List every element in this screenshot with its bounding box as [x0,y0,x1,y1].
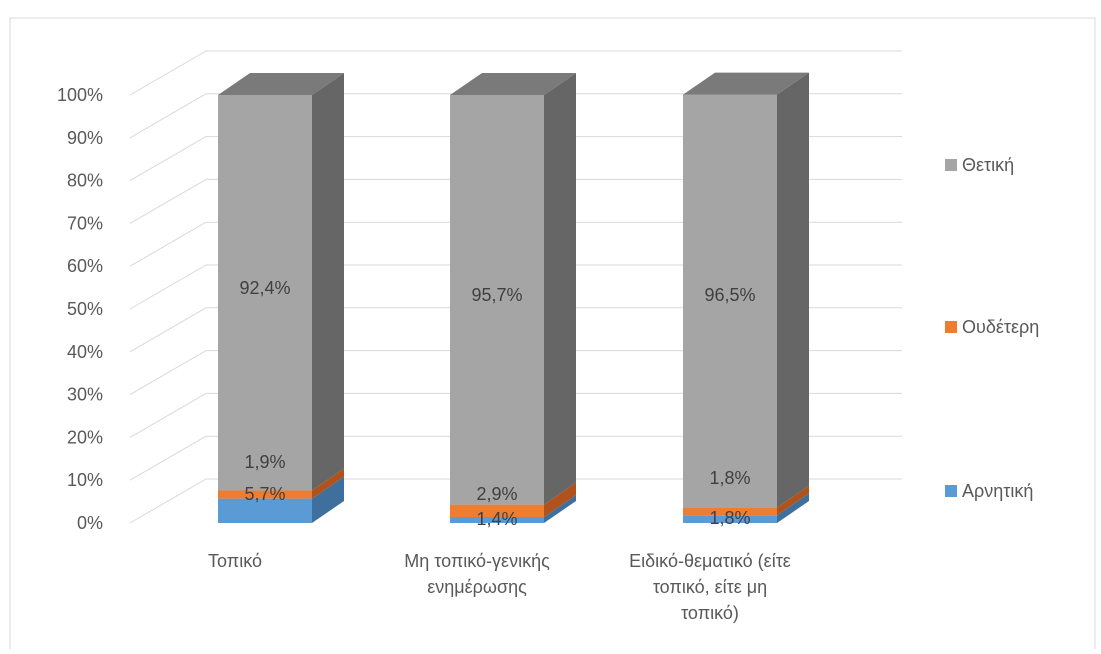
x-tick-label: Τοπικό [208,551,262,571]
gridline-side [129,392,207,438]
y-tick-label: 0% [77,513,103,533]
gridline-side [129,221,207,267]
bar-front [683,507,777,516]
legend-label: Θετική [962,155,1014,175]
data-label: 95,7% [471,285,522,305]
bar-front [218,490,312,499]
legend: Θετική Ουδέτερη Αρνητική [945,155,1039,501]
bar-side [777,485,809,516]
y-tick-label: 30% [67,385,103,405]
y-tick-label: 80% [67,171,103,191]
bar-front [683,515,777,523]
bar-side [312,476,344,523]
data-label: 2,9% [476,484,517,504]
bar-segment [683,72,809,508]
bar-side [777,493,809,523]
bars [218,72,809,523]
y-tick-label: 50% [67,299,103,319]
y-tick-label: 60% [67,256,103,276]
legend-item: Αρνητική [945,481,1033,501]
y-tick-label: 10% [67,470,103,490]
bar-front [450,95,544,505]
gridline-side [129,435,207,481]
x-tick-label: Μη τοπικό-γενικής [404,551,550,571]
data-label: 1,9% [244,452,285,472]
y-tick-label: 70% [67,213,103,233]
bar-top [218,73,344,95]
data-label: 96,5% [704,285,755,305]
bar-segment [450,495,576,523]
bar-top [450,73,576,95]
legend-label: Αρνητική [962,481,1033,501]
bar-segment [218,468,344,499]
bar-top [683,72,809,95]
gridline-side [129,93,207,139]
legend-item: Θετική [945,155,1014,175]
bar-segment [450,482,576,518]
bar-front [450,517,544,523]
gridline-side [129,307,207,353]
gridline-side [129,178,207,224]
bar-side [312,468,344,499]
x-tick-label: Ειδικό-θεματικό (είτε [629,551,791,571]
bar-segment [683,485,809,516]
y-tick-label: 40% [67,342,103,362]
bar-side [777,72,809,508]
data-label: 1,8% [709,468,750,488]
x-tick-label: ενημέρωσης [427,577,527,597]
legend-swatch [945,159,957,171]
bar-side [544,73,576,505]
y-tick-label: 20% [67,427,103,447]
y-tick-label: 100% [57,85,103,105]
y-axis: 0% 10% 20% 30% 40% 50% 60% 70% 80% 90% 100% [57,85,103,533]
legend-swatch [945,321,957,333]
gridline-side [129,478,207,524]
legend-item: Ουδέτερη [945,317,1039,337]
legend-label: Ουδέτερη [962,317,1039,337]
gridline-side [129,350,207,396]
bar-side [544,495,576,523]
bar-front [218,95,312,491]
y-tick-label: 90% [67,128,103,148]
bar-front [450,504,544,518]
bar-front [218,498,312,523]
data-label: 1,8% [709,508,750,528]
data-label: 92,4% [239,278,290,298]
gridline-side [129,264,207,310]
bar-side [312,73,344,491]
data-label: 5,7% [244,484,285,504]
data-labels: 5,7% 1,4% 1,8% 1,9% 2,9% 1,8% 92,4% 95,7% 96,5% [239,278,755,529]
x-tick-label: τοπικό, είτε μη [653,577,767,597]
x-tick-label: τοπικό) [681,603,739,623]
bar-side [544,482,576,518]
bar-front [683,94,777,508]
gridline-side [129,136,207,182]
bar-segment [683,493,809,523]
legend-swatch [945,485,957,497]
x-axis: Τοπικό Μη τοπικό-γενικής ενημέρωσης Ειδικό-… [208,551,791,623]
gridline-side [129,50,207,96]
bar-segment [218,73,344,491]
data-label: 1,4% [476,509,517,529]
bar-segment [450,73,576,505]
bar-segment [218,476,344,523]
